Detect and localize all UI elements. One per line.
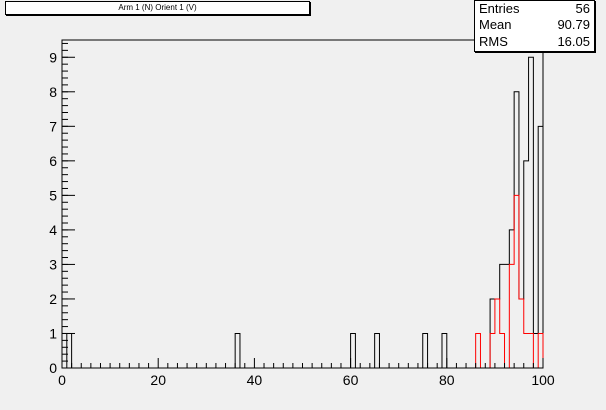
y-tick-label: 2 [49, 291, 57, 307]
y-tick-label: 3 [49, 256, 57, 272]
x-tick-label: 40 [247, 372, 263, 388]
stats-box: Entries 56 Mean 90.79 RMS 16.05 [474, 0, 595, 52]
stat-rms-value: 16.05 [557, 34, 590, 49]
y-tick-label: 0 [49, 360, 57, 376]
x-tick-label: 60 [343, 372, 359, 388]
y-tick-label: 9 [49, 49, 57, 65]
y-tick-label: 5 [49, 187, 57, 203]
y-tick-label: 8 [49, 84, 57, 100]
stat-entries-value: 56 [575, 1, 590, 16]
stat-entries: Entries 56 [479, 1, 590, 17]
x-tick-label: 100 [531, 372, 555, 388]
y-tick-label: 7 [49, 118, 57, 134]
stat-rms-label: RMS [479, 34, 508, 49]
stat-mean-label: Mean [479, 17, 512, 32]
plot-frame [61, 39, 544, 369]
y-tick-label: 6 [49, 153, 57, 169]
stat-rms: RMS 16.05 [479, 34, 590, 50]
y-tick-label: 1 [49, 325, 57, 341]
stat-mean-value: 90.79 [557, 17, 590, 32]
y-tick-label: 4 [49, 222, 57, 238]
x-tick-label: 80 [439, 372, 455, 388]
x-tick-label: 20 [150, 372, 166, 388]
x-tick-label: 0 [58, 372, 66, 388]
stat-mean: Mean 90.79 [479, 17, 590, 33]
histogram-title: Arm 1 (N) Orient 1 (V) [5, 1, 310, 15]
stat-entries-label: Entries [479, 1, 520, 16]
